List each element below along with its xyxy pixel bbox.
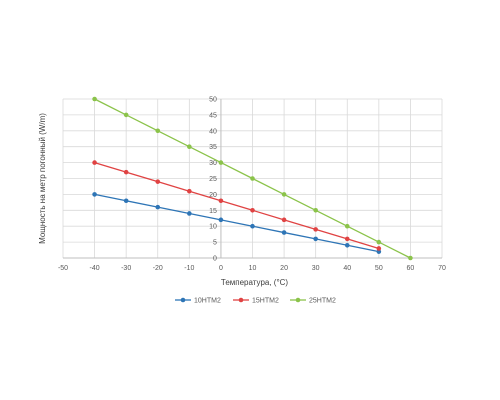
series-2 xyxy=(92,160,382,251)
data-point xyxy=(344,236,350,242)
data-point xyxy=(281,192,287,197)
data-point xyxy=(376,249,382,254)
x-tick-label: -40 xyxy=(90,265,100,272)
data-point xyxy=(250,223,255,229)
data-point xyxy=(123,169,129,175)
data-point xyxy=(250,208,255,213)
data-point xyxy=(218,160,224,165)
x-tick-label: -20 xyxy=(153,265,163,272)
data-point xyxy=(187,188,192,194)
legend-item: 15НТМ2 xyxy=(233,298,279,305)
legend-item: 10НТМ2 xyxy=(175,298,221,305)
legend-label: 25НТМ2 xyxy=(309,298,336,305)
y-tick-label: 30 xyxy=(209,160,217,167)
x-tick-label: 40 xyxy=(343,265,351,272)
legend-marker xyxy=(295,297,301,303)
x-tick-label: 20 xyxy=(280,265,288,272)
y-axis-title: Мощность на метр погонный (W/m) xyxy=(38,113,47,244)
y-tick-label: 0 xyxy=(213,256,217,263)
grid-lines xyxy=(62,98,443,258)
x-tick-label: 0 xyxy=(219,265,223,272)
y-tick-label: 35 xyxy=(209,144,217,151)
data-point xyxy=(313,208,318,213)
legend-marker xyxy=(180,297,186,303)
data-point xyxy=(344,223,350,229)
legend: 10НТМ2 15НТМ2 25НТМ2 xyxy=(175,298,336,305)
axes xyxy=(63,99,442,259)
x-tick-label: 60 xyxy=(407,265,415,272)
y-tick-label: 15 xyxy=(209,208,217,215)
x-tick-label: -50 xyxy=(58,265,68,272)
legend-marker xyxy=(238,297,244,303)
data-point xyxy=(155,128,161,134)
x-tick-label: 30 xyxy=(312,265,320,272)
legend-label: 15НТМ2 xyxy=(252,298,279,305)
series-3 xyxy=(92,96,413,261)
x-axis-title: Температура, (°C) xyxy=(221,278,289,287)
data-point xyxy=(281,217,287,223)
legend-item: 25НТМ2 xyxy=(290,298,336,305)
data-point xyxy=(92,192,97,197)
data-point xyxy=(218,217,224,223)
data-point xyxy=(313,227,318,232)
data-point xyxy=(313,236,318,242)
data-point xyxy=(408,255,413,261)
data-point xyxy=(155,179,161,184)
data-point xyxy=(123,112,129,118)
y-tick-label: 50 xyxy=(209,97,217,104)
x-tick-label: 10 xyxy=(249,265,257,272)
series-line xyxy=(94,193,379,253)
series-layer xyxy=(92,96,413,261)
y-tick-label: 20 xyxy=(209,192,217,199)
data-point xyxy=(218,198,224,204)
x-tick-label: -10 xyxy=(184,265,194,272)
series-1 xyxy=(92,192,382,254)
data-point xyxy=(155,204,161,210)
y-tick-label: 25 xyxy=(209,176,217,183)
y-tick-label: 40 xyxy=(209,128,217,135)
legend-label: 10НТМ2 xyxy=(194,298,221,305)
tick-labels: -50 -40 -30 -20 -10 0 10 20 30 40 50 60 70 0 5 10 15 20 25… xyxy=(58,97,446,273)
x-tick-label: -30 xyxy=(121,265,131,272)
x-tick-label: 50 xyxy=(375,265,383,272)
x-tick-label: 70 xyxy=(438,265,446,272)
data-point xyxy=(281,230,287,235)
y-tick-label: 45 xyxy=(209,112,217,119)
data-point xyxy=(376,239,382,245)
data-point xyxy=(92,160,97,165)
data-point xyxy=(344,242,350,248)
series-line xyxy=(94,161,380,250)
data-point xyxy=(187,144,192,149)
data-point xyxy=(376,246,382,251)
data-point xyxy=(187,211,192,216)
data-point xyxy=(123,198,129,204)
y-tick-label: 5 xyxy=(213,240,217,247)
data-point xyxy=(92,96,97,102)
y-tick-label: 10 xyxy=(209,224,217,231)
data-point xyxy=(250,176,255,181)
